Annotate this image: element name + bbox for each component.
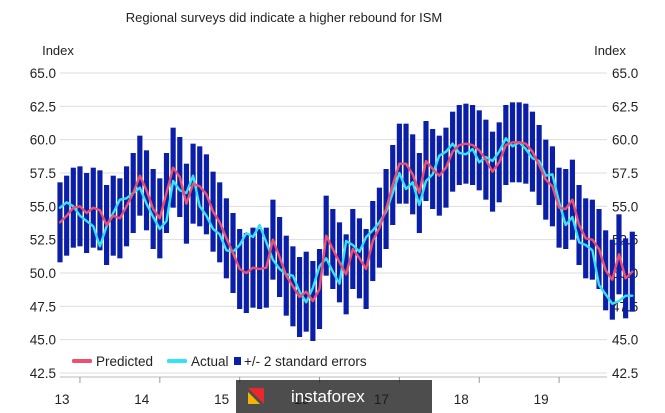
legend-swatch-band [234, 357, 241, 365]
series-lines [58, 137, 634, 305]
y-tick-label-right: 65.0 [612, 66, 638, 81]
legend-label-predicted: Predicted [96, 354, 153, 369]
y-tick-label-left: 55.0 [30, 199, 56, 214]
y-tick-label-left: 65.0 [30, 66, 56, 81]
y-tick-label-left: 62.5 [30, 99, 56, 114]
y-axis-left: 42.5 45.0 47.5 50.0 52.5 55.0 57.5 60.0 62.5 65.0 [30, 66, 56, 381]
watermark-text: instaforex [291, 387, 365, 406]
watermark-logo-icon [248, 388, 264, 404]
legend-label-band: +/- 2 standard errors [244, 354, 367, 369]
legend-swatch-predicted [72, 359, 92, 363]
y-tick-label-right: 62.5 [612, 99, 638, 114]
y-tick-label-left: 47.5 [30, 299, 56, 314]
y-tick-label-right: 60.0 [612, 133, 638, 148]
y-tick-label-left: 45.0 [30, 333, 56, 348]
y-axis-title-right: Index [594, 43, 626, 58]
y-tick-label-right: 42.5 [612, 366, 638, 381]
x-tick-label: 19 [534, 392, 549, 407]
x-tick-label: 15 [214, 392, 229, 407]
y-tick-label-left: 60.0 [30, 133, 56, 148]
chart-title: Regional surveys did indicate a higher r… [126, 10, 443, 25]
legend-swatch-actual [167, 359, 187, 363]
watermark-background [236, 380, 432, 413]
y-tick-label-left: 42.5 [30, 366, 56, 381]
y-tick-label-left: 57.5 [30, 166, 56, 181]
y-tick-label-right: 45.0 [612, 333, 638, 348]
y-tick-label-left: 50.0 [30, 266, 56, 281]
legend-label-actual: Actual [191, 354, 229, 369]
x-tick-label: 13 [54, 392, 69, 407]
y-axis-right: 42.545.047.550.052.555.057.560.062.565.0 [612, 66, 638, 381]
x-tick-label: 18 [454, 392, 469, 407]
y-tick-label-right: 55.0 [612, 199, 638, 214]
y-tick-label-left: 52.5 [30, 233, 56, 248]
watermark: instaforex [236, 380, 432, 413]
y-axis-title-left: Index [42, 43, 74, 58]
error-band [57, 102, 635, 341]
legend: Predicted Actual +/- 2 standard errors [72, 354, 367, 369]
y-tick-label-right: 57.5 [612, 166, 638, 181]
series-line-predicted [58, 141, 634, 303]
x-tick-label: 14 [134, 392, 150, 407]
